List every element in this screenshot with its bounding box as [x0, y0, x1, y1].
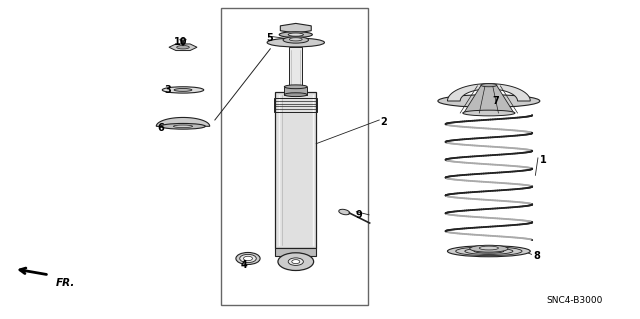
Text: 6: 6 [157, 123, 164, 133]
Polygon shape [280, 23, 311, 33]
Ellipse shape [278, 253, 314, 271]
Text: 1: 1 [540, 154, 547, 165]
Ellipse shape [463, 110, 515, 116]
Ellipse shape [339, 209, 350, 215]
Text: 2: 2 [381, 116, 387, 127]
Ellipse shape [240, 254, 256, 263]
Polygon shape [169, 44, 197, 50]
Ellipse shape [289, 38, 302, 41]
Bar [289, 47, 302, 90]
Bar [284, 87, 307, 95]
Ellipse shape [177, 46, 189, 49]
Polygon shape [463, 85, 515, 114]
Polygon shape [447, 84, 531, 101]
Ellipse shape [447, 246, 531, 257]
Ellipse shape [284, 85, 307, 89]
Text: 8: 8 [534, 251, 540, 261]
Ellipse shape [288, 258, 303, 265]
Ellipse shape [284, 93, 307, 97]
Text: FR.: FR. [56, 278, 75, 288]
Ellipse shape [244, 256, 252, 261]
Text: 10: 10 [173, 38, 187, 48]
Ellipse shape [479, 246, 499, 250]
Ellipse shape [438, 95, 540, 107]
Ellipse shape [279, 32, 312, 37]
Ellipse shape [267, 38, 324, 47]
Bar [275, 92, 316, 248]
Ellipse shape [292, 260, 300, 263]
Bar [274, 98, 317, 112]
Text: 7: 7 [492, 96, 499, 106]
Ellipse shape [283, 37, 308, 43]
Ellipse shape [173, 125, 193, 128]
Ellipse shape [174, 88, 192, 91]
Ellipse shape [236, 252, 260, 264]
Bar [275, 248, 316, 256]
Text: 9: 9 [355, 210, 362, 220]
Ellipse shape [180, 39, 186, 41]
Ellipse shape [161, 123, 205, 129]
Text: 3: 3 [164, 85, 171, 95]
Polygon shape [156, 117, 210, 126]
Text: SNC4-B3000: SNC4-B3000 [547, 296, 603, 305]
Ellipse shape [288, 33, 303, 36]
Ellipse shape [470, 245, 508, 252]
Ellipse shape [163, 87, 204, 93]
Ellipse shape [481, 84, 497, 87]
Text: 5: 5 [266, 33, 273, 43]
Text: 4: 4 [241, 260, 247, 271]
